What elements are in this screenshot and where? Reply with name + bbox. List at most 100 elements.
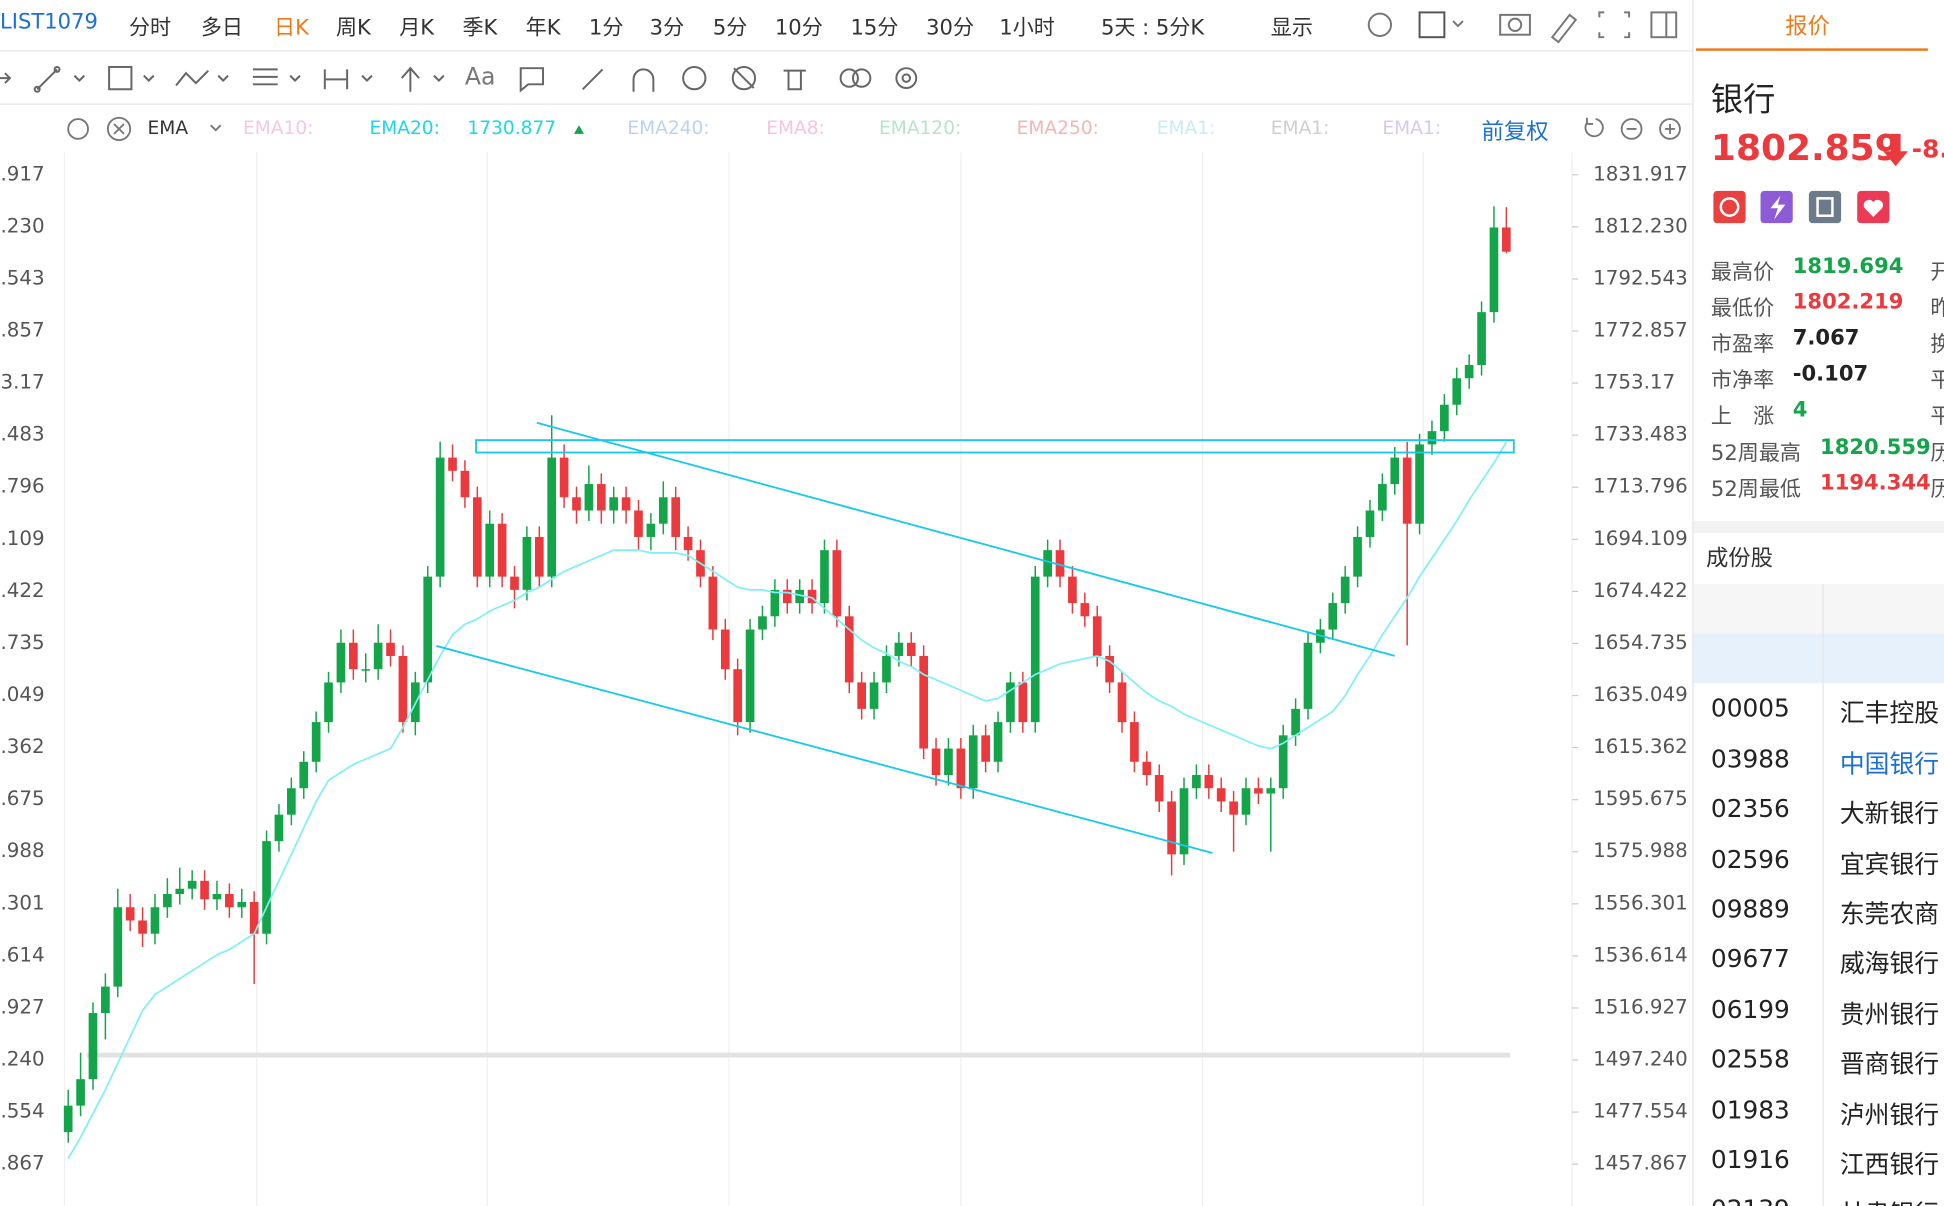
candle-body: [63, 1105, 73, 1133]
candle-body: [1080, 603, 1090, 617]
period-tab[interactable]: 周K: [335, 16, 371, 41]
indicator-item: EMA1:: [1270, 116, 1330, 139]
stat-next-label: 开: [1930, 254, 1944, 285]
badges: [1713, 190, 1890, 224]
period-tab[interactable]: 1小时: [999, 16, 1055, 41]
period-tab[interactable]: 3分: [649, 16, 685, 41]
y-tick-label-left: 1733.483: [0, 423, 45, 446]
adjust[interactable]: 前复权: [1481, 119, 1549, 146]
stat-label: 最低价: [1710, 296, 1775, 322]
candle-body: [163, 894, 172, 908]
y-tick-label-left: 1536.614: [0, 943, 45, 966]
candle-body: [138, 920, 147, 934]
stock-code[interactable]: 06199: [1710, 994, 1790, 1024]
stock-name[interactable]: 中国银行: [1839, 748, 1940, 779]
indicator-item: EMA8:: [766, 116, 825, 139]
drawings: [436, 421, 1515, 854]
period-tab[interactable]: 5天 : 5分K: [1100, 16, 1205, 41]
stock-name[interactable]: 贵州银行: [1839, 999, 1940, 1029]
stat-label: 最高价: [1710, 260, 1775, 286]
candle-body: [237, 901, 247, 908]
stat-value: 7.067: [1792, 326, 1860, 352]
y-tick-label: 1635.049: [1593, 683, 1688, 706]
candle-body: [621, 497, 631, 511]
candle-body: [1006, 682, 1015, 723]
stock-code[interactable]: 03988: [1710, 743, 1790, 774]
candle-body: [1489, 227, 1499, 313]
y-tick-label-left: 1516.927: [0, 995, 45, 1018]
y-tick-label: 1595.675: [1593, 787, 1688, 810]
candle-body: [522, 536, 532, 590]
grid: [63, 152, 1424, 1206]
candle-body: [906, 642, 916, 656]
indicator-name[interactable]: EMA: [147, 116, 189, 139]
stock-code[interactable]: 01916: [1710, 1144, 1790, 1175]
candle-body: [448, 457, 457, 471]
period-tab[interactable]: 日K: [273, 16, 309, 41]
stock-code[interactable]: 09677: [1710, 943, 1790, 974]
stock-code[interactable]: 02139: [1711, 1194, 1790, 1206]
period-tab[interactable]: 10分: [774, 16, 823, 41]
candle-body: [1452, 378, 1462, 405]
stock-name[interactable]: 晋商银行: [1839, 1049, 1940, 1079]
candle-body: [1229, 801, 1238, 815]
quote-tab[interactable]: 报价: [1785, 13, 1830, 40]
candle-body: [485, 523, 495, 577]
symbol[interactable]: LIST1079: [0, 9, 98, 35]
y-tick-label: 1457.867: [1593, 1152, 1688, 1175]
period-tab[interactable]: 1分: [588, 16, 624, 41]
stock-code[interactable]: 02356: [1710, 793, 1790, 824]
stat-next-label: 昨: [1930, 290, 1944, 321]
y-tick-label-left: 1556.301: [0, 891, 45, 914]
stat-label: 52周最高: [1710, 440, 1801, 466]
y-tick-label-left: 1753.17: [0, 371, 45, 394]
up-arrow: [574, 125, 584, 134]
candle-body: [1204, 775, 1214, 789]
period-tab[interactable]: 年K: [525, 16, 561, 41]
candle-body: [435, 457, 445, 577]
period-tab[interactable]: 5分: [712, 16, 748, 41]
period-tab[interactable]: 多日: [200, 16, 244, 41]
period-tab[interactable]: 季K: [462, 16, 498, 41]
candle-body: [361, 669, 371, 671]
stock-code[interactable]: 00005: [1710, 693, 1790, 724]
stock-name[interactable]: 东莞农商: [1839, 898, 1940, 929]
candle-body: [534, 536, 544, 577]
stock-code[interactable]: 02596: [1710, 843, 1790, 874]
stock-code[interactable]: 09889: [1710, 893, 1790, 924]
candle-body: [175, 888, 185, 895]
candle-body: [1427, 431, 1437, 445]
stock-name[interactable]: 江西银行: [1839, 1149, 1940, 1180]
candle-body: [720, 629, 730, 670]
font-tool[interactable]: Aa: [464, 63, 496, 91]
stock-name[interactable]: 汇丰控股: [1839, 698, 1940, 729]
candle-body: [1192, 775, 1201, 789]
stock-name[interactable]: 甘肃银行: [1840, 1194, 1939, 1206]
candle-body: [101, 986, 110, 1014]
candle-body: [658, 497, 668, 524]
candle-body: [758, 616, 767, 630]
stock-name[interactable]: 大新银行: [1839, 798, 1940, 829]
stock-name[interactable]: 宜宾银行: [1839, 848, 1940, 879]
period-tab[interactable]: 月K: [399, 16, 435, 41]
y-tick-label: 1694.109: [1593, 527, 1688, 550]
candle-body: [299, 761, 309, 789]
candle-body: [795, 589, 805, 604]
period-tab[interactable]: 分时: [128, 16, 172, 41]
y-tick-label-left: 1713.796: [0, 475, 45, 498]
candle-body: [225, 894, 234, 908]
candle-body: [1340, 576, 1350, 604]
period-tab[interactable]: 15分: [850, 16, 899, 41]
candle-body: [1154, 775, 1164, 802]
y-tick-label-left: 1674.422: [0, 579, 45, 602]
stat-value: 1819.694: [1792, 254, 1904, 279]
stock-code[interactable]: 02558: [1710, 1044, 1790, 1074]
candle-body: [423, 576, 433, 683]
drawing-tools: [0, 65, 918, 93]
stock-name[interactable]: 泸州银行: [1839, 1099, 1940, 1129]
y-tick-label-left: 1477.554: [0, 1100, 45, 1123]
stock-name[interactable]: 威海银行: [1839, 948, 1940, 979]
period-tab[interactable]: 显示: [1270, 16, 1313, 41]
period-tab[interactable]: 30分: [926, 16, 975, 41]
stock-code[interactable]: 01983: [1710, 1094, 1790, 1124]
